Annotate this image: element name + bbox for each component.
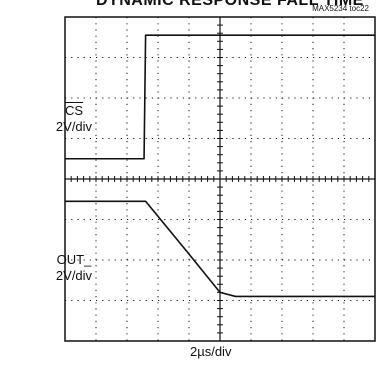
- x-axis-label: 2µs/div: [190, 344, 232, 359]
- chart-title: DYNAMIC RESPONSE FALL TIME: [96, 0, 364, 9]
- cs-trace: [65, 34, 375, 160]
- out-trace: [65, 200, 375, 298]
- cs-channel-name: CS: [64, 103, 84, 118]
- traces: [65, 34, 375, 298]
- figure-tag: MAX5234 toc22: [312, 4, 369, 13]
- scope-frame: [64, 16, 376, 342]
- graticule: [64, 16, 376, 342]
